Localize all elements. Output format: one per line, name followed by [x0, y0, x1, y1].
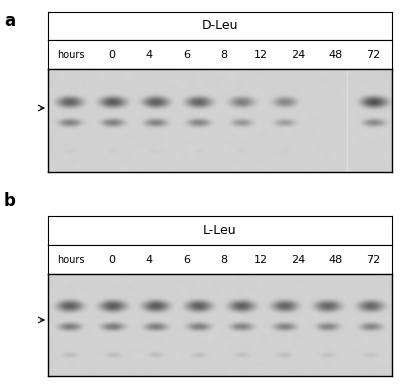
Text: 48: 48	[329, 255, 343, 265]
Text: hours: hours	[57, 50, 84, 60]
Text: D-Leu: D-Leu	[202, 20, 238, 32]
Text: 24: 24	[291, 50, 306, 60]
Text: 6: 6	[183, 50, 190, 60]
Text: hours: hours	[57, 255, 84, 265]
Text: 72: 72	[366, 255, 380, 265]
Text: 4: 4	[145, 50, 152, 60]
Text: 12: 12	[254, 255, 268, 265]
Text: 0: 0	[108, 50, 115, 60]
Text: 6: 6	[183, 255, 190, 265]
Text: 0: 0	[108, 255, 115, 265]
Text: a: a	[4, 12, 15, 30]
Text: 4: 4	[145, 255, 152, 265]
Text: 12: 12	[254, 50, 268, 60]
Text: b: b	[4, 192, 16, 210]
Text: 24: 24	[291, 255, 306, 265]
Text: 8: 8	[220, 50, 227, 60]
Text: 72: 72	[366, 50, 380, 60]
Text: 8: 8	[220, 255, 227, 265]
Text: 48: 48	[329, 50, 343, 60]
Text: L-Leu: L-Leu	[203, 224, 237, 237]
